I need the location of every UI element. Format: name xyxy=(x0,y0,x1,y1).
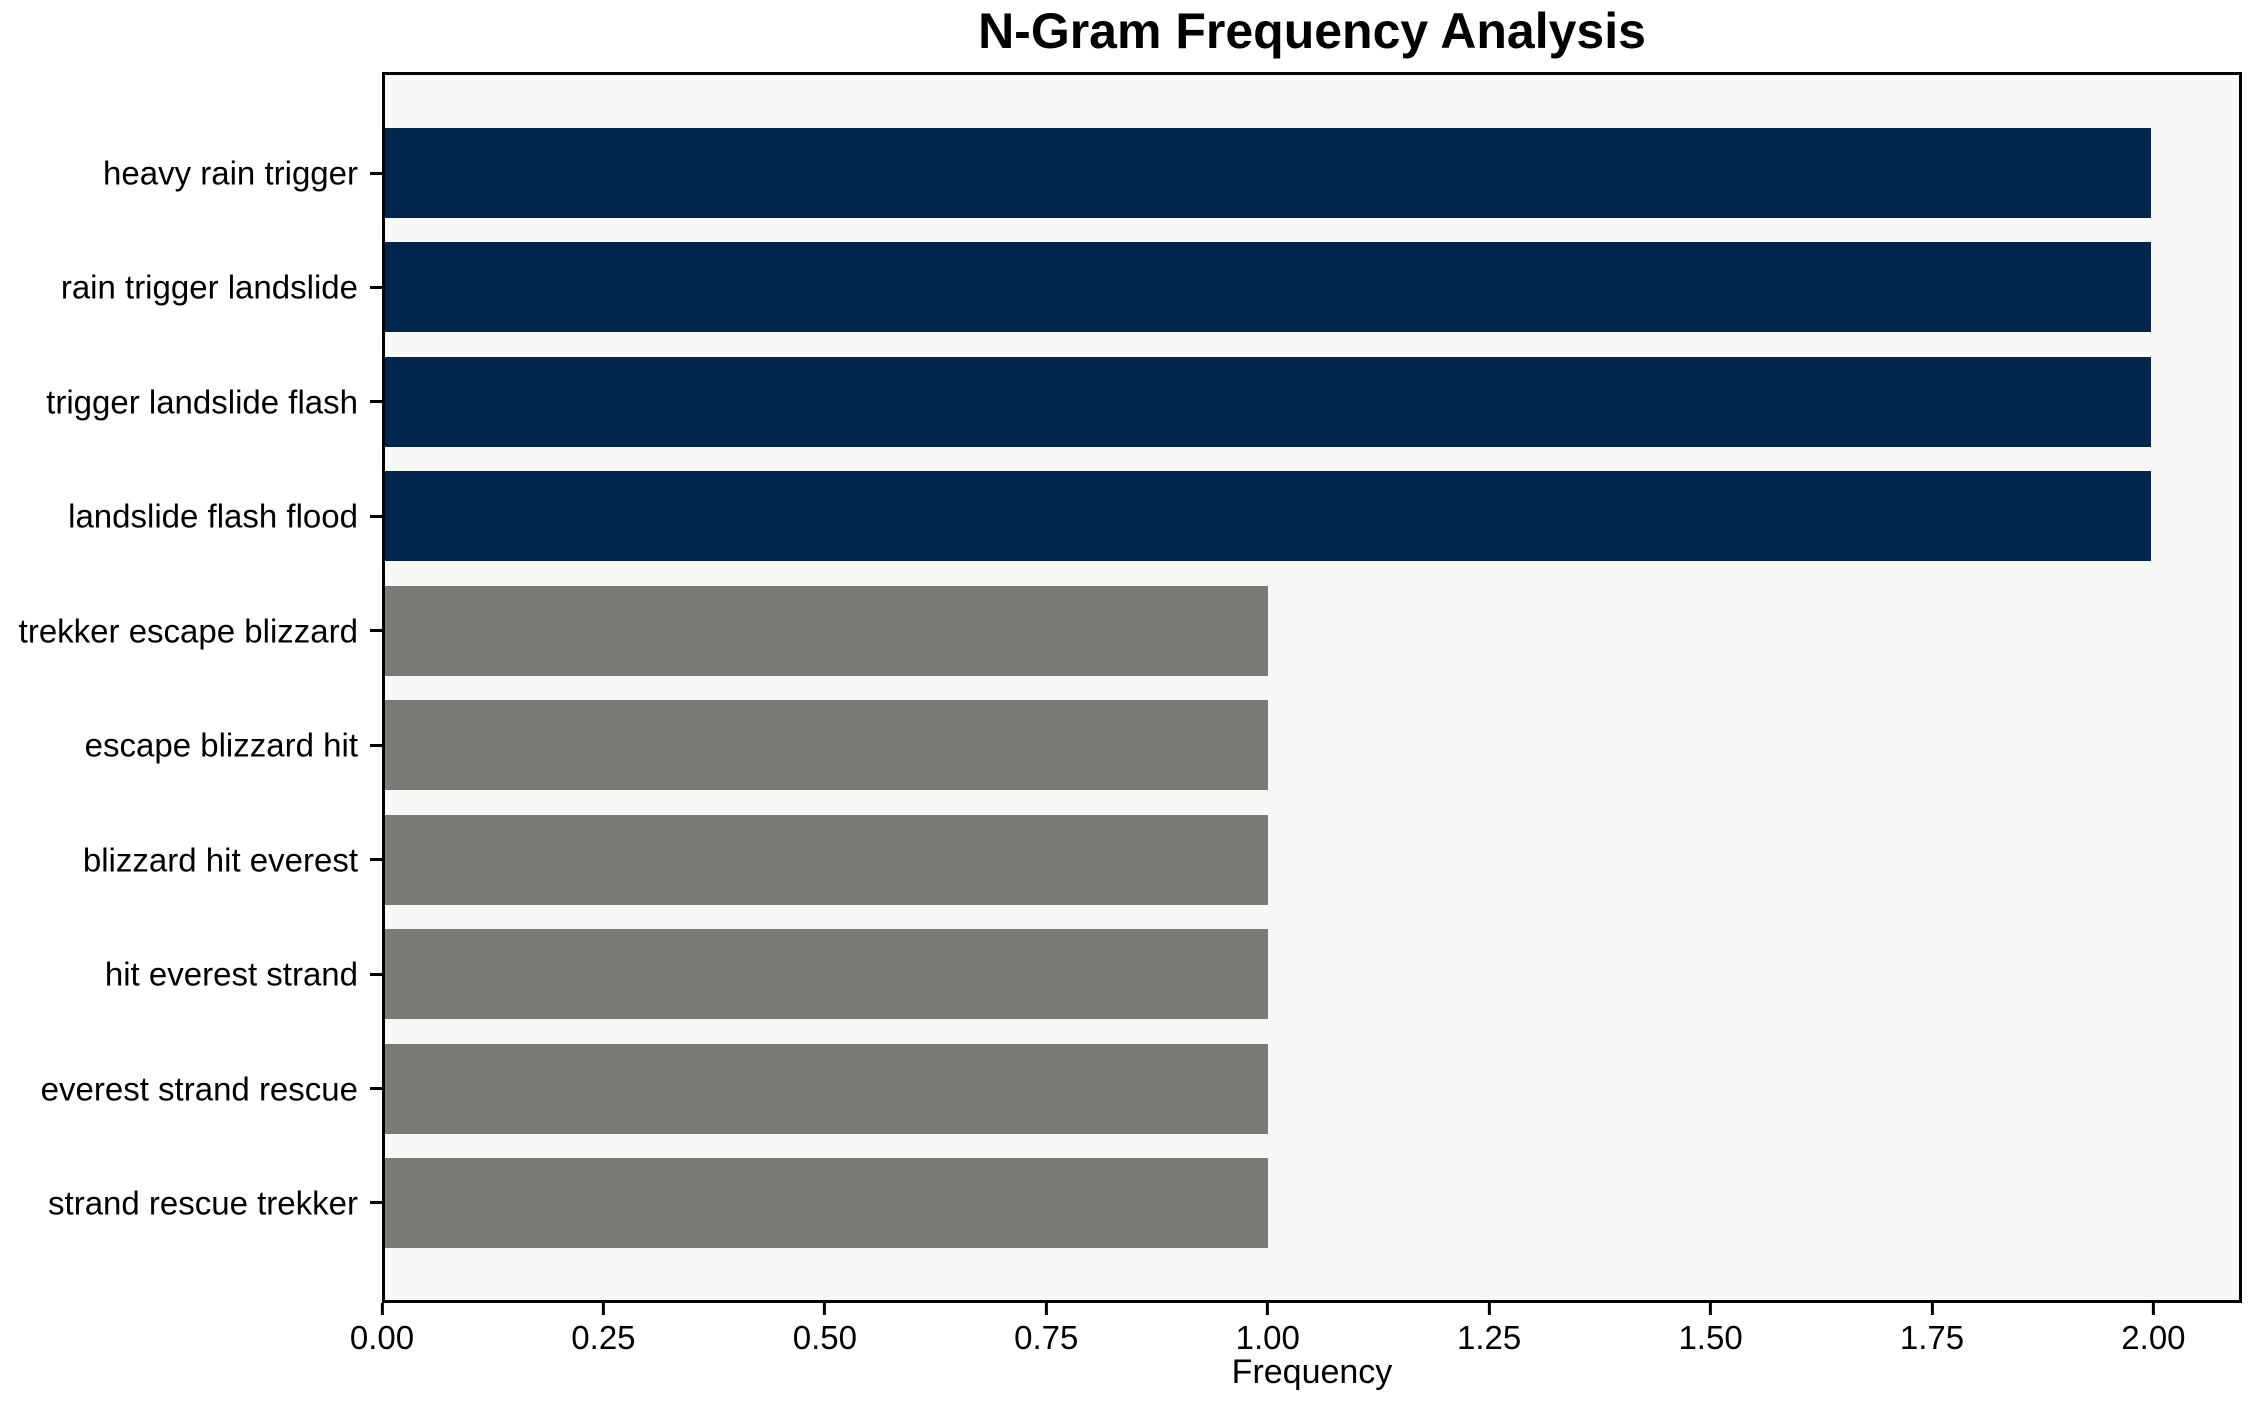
x-axis-tick-mark xyxy=(1930,1303,1934,1315)
y-axis-tick-label: trekker escape blizzard xyxy=(18,612,358,650)
x-axis-tick: 1.00 xyxy=(1236,1303,1300,1354)
y-axis-tick-label: escape blizzard hit xyxy=(84,726,358,764)
bar-row: heavy rain trigger xyxy=(103,128,2239,218)
y-axis-tick-label: heavy rain trigger xyxy=(103,154,358,192)
x-axis-tick: 0.50 xyxy=(793,1303,857,1354)
x-axis-tick: 0.25 xyxy=(571,1303,636,1356)
y-axis-tick-mark xyxy=(370,743,382,747)
x-axis-tick: 1.25 xyxy=(1457,1303,1521,1354)
y-axis-tick-mark xyxy=(370,858,382,862)
y-axis-tick-mark xyxy=(370,400,382,404)
frequency-bar xyxy=(385,242,2151,333)
bar-row: landslide flash flood xyxy=(68,471,2239,562)
y-axis-tick-mark xyxy=(370,629,382,633)
bar-rows-container: heavy rain trigger rain trigger landslide… xyxy=(19,75,2239,1300)
x-axis-tick-label: 1.00 xyxy=(1235,1319,1300,1356)
y-axis-tick-mark xyxy=(370,972,382,976)
y-axis-tick-label: hit everest strand xyxy=(104,955,358,993)
x-axis-tick-label: 2.00 xyxy=(2121,1319,2186,1356)
plot-area: heavy rain trigger rain trigger landslide… xyxy=(19,72,2242,1303)
frequency-bar xyxy=(385,356,2151,447)
bar-row: strand rescue trekker xyxy=(48,1157,2239,1248)
x-axis-tick-mark xyxy=(2151,1303,2155,1315)
frequency-bar xyxy=(385,1157,1268,1248)
bar-row: everest strand rescue xyxy=(41,1043,2239,1134)
frequency-bar xyxy=(385,929,1268,1020)
y-axis-tick-mark xyxy=(370,514,382,518)
x-axis-tick-label: 0.25 xyxy=(571,1319,636,1356)
x-axis-tick-mark xyxy=(380,1303,384,1315)
frequency-bar xyxy=(385,700,1268,791)
x-axis-tick-mark xyxy=(823,1303,827,1315)
y-axis-tick-label: landslide flash flood xyxy=(68,497,358,535)
frequency-bar xyxy=(385,585,1268,676)
x-axis-tick-label: 0.50 xyxy=(792,1319,857,1356)
bar-row: rain trigger landslide xyxy=(61,242,2239,333)
y-axis-tick-label: blizzard hit everest xyxy=(82,841,358,879)
x-axis-tick: 2.00 xyxy=(2121,1303,2186,1356)
y-axis-tick-mark xyxy=(370,285,382,289)
x-axis-tick-mark xyxy=(1709,1303,1713,1315)
x-axis-tick-mark xyxy=(601,1303,605,1315)
y-axis-tick-label: rain trigger landslide xyxy=(60,268,358,306)
frequency-bar xyxy=(385,1043,1268,1134)
x-axis-ticks: 0.00 0.25 0.50 0.75 1.00 1.25 1.50 1.75 2.00 xyxy=(350,1303,2242,1373)
bar-row: hit everest strand xyxy=(105,929,2239,1020)
y-axis-tick-label: everest strand rescue xyxy=(40,1070,358,1107)
y-axis-tick-mark xyxy=(370,1087,382,1090)
bar-row: blizzard hit everest xyxy=(83,814,2239,905)
x-axis-tick-label: 1.25 xyxy=(1457,1319,1522,1356)
x-axis-tick: 1.75 xyxy=(1900,1303,1964,1354)
x-axis-tick-label: 0.00 xyxy=(349,1319,415,1356)
x-axis-tick-mark xyxy=(1266,1303,1270,1315)
y-axis-tick-label: strand rescue trekker xyxy=(48,1184,358,1222)
x-axis-tick-mark xyxy=(1487,1303,1491,1315)
bar-row: trigger landslide flash xyxy=(46,356,2239,447)
y-axis-tick-mark xyxy=(370,171,382,175)
x-axis-tick-label: 0.75 xyxy=(1014,1319,1079,1356)
x-axis-label: Frequency xyxy=(1231,1353,1393,1391)
x-axis-tick-mark xyxy=(1044,1303,1048,1315)
y-axis-tick-label: trigger landslide flash xyxy=(46,383,358,421)
frequency-bar xyxy=(385,471,2151,562)
x-axis-tick: 1.50 xyxy=(1678,1303,1743,1356)
x-axis-tick-label: 1.50 xyxy=(1678,1319,1743,1356)
chart-title: N-Gram Frequency Analysis xyxy=(978,3,1646,59)
frequency-bar xyxy=(385,814,1268,905)
y-axis-tick-mark xyxy=(370,1201,382,1205)
x-axis-tick-label: 1.75 xyxy=(1899,1319,1965,1356)
x-axis-tick: 0.75 xyxy=(1014,1303,1078,1354)
bar-row: trekker escape blizzard xyxy=(19,585,2239,676)
x-axis-tick: 0.00 xyxy=(350,1303,414,1354)
bar-row: escape blizzard hit xyxy=(85,700,2239,791)
frequency-bar xyxy=(385,128,2151,218)
